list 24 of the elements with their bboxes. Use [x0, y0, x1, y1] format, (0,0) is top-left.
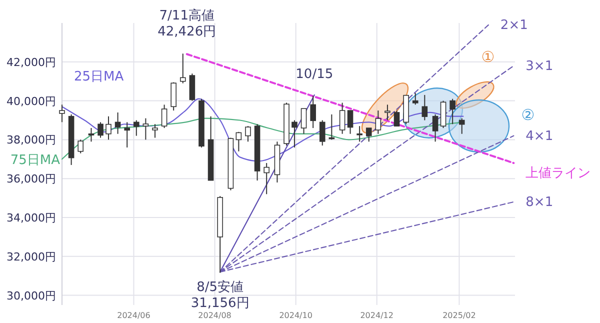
series-label: 2×1: [500, 18, 528, 33]
y-tick-label: 40,000円: [6, 94, 56, 108]
series-label: 3×1: [526, 58, 554, 74]
x-tick-label: 2024/10: [279, 311, 312, 320]
annotation: 7/11高値 42,426円: [158, 8, 216, 40]
y-tick-label: 36,000円: [6, 172, 56, 186]
x-tick-label: 2024/12: [360, 311, 394, 320]
y-tick-label: 32,000円: [6, 250, 56, 264]
series-label: 25日MA: [74, 70, 124, 85]
text: ②: [521, 106, 535, 124]
series-label: 75日MA: [10, 153, 60, 168]
series-label: 4×1: [526, 128, 554, 144]
y-tick-label: 34,000円: [6, 211, 56, 224]
annotation: 8/5安値 31,156円: [190, 278, 250, 311]
annotation: 10/15: [296, 66, 334, 82]
y-tick-label: 30,000円: [6, 289, 56, 302]
x-tick-label: 2025/02: [442, 311, 476, 320]
series-label: 8×1: [526, 194, 554, 210]
x-tick-label: 2024/06: [117, 311, 150, 320]
series-label: 上値ライン: [526, 166, 591, 182]
y-tick-label: 42,000円: [6, 56, 56, 69]
x-tick-label: 2024/08: [198, 311, 232, 320]
y-tick-label: 38,000円: [6, 134, 56, 147]
annotation: ①: [481, 48, 495, 66]
